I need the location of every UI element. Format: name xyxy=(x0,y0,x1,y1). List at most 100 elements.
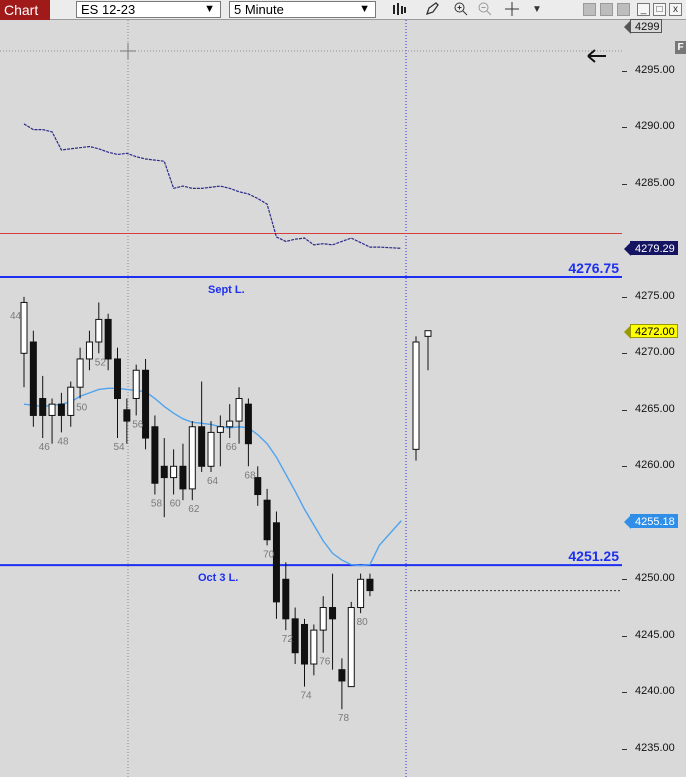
candle-body xyxy=(198,426,206,467)
zoom-in-icon[interactable] xyxy=(452,1,470,19)
chart-tab[interactable]: Chart xyxy=(0,0,50,20)
chevron-down-icon: ▼ xyxy=(204,3,215,15)
level-price-label: 4276.75 xyxy=(568,260,619,276)
level-name-label: Sept L. xyxy=(208,284,245,296)
candle-body xyxy=(282,578,290,620)
candle-body xyxy=(272,522,280,603)
candles xyxy=(20,296,432,710)
candle-body xyxy=(366,578,374,592)
price-axis-tick xyxy=(622,579,627,581)
f-button[interactable]: F xyxy=(675,41,686,54)
bar-number-label: 62 xyxy=(188,504,200,515)
price-axis-label: 4240.00 xyxy=(635,685,675,698)
candle-body xyxy=(151,426,159,484)
price-axis-tick xyxy=(622,466,627,468)
bar-number-label: 50 xyxy=(76,403,88,414)
candle-body xyxy=(114,358,121,400)
price-axis[interactable]: 4295.00 4290.00 4285.00 4275.00 4270.00 4265.… xyxy=(622,18,686,777)
dropdown-triangle-icon[interactable]: ▼ xyxy=(532,4,542,15)
price-tag-top: 4299 xyxy=(623,18,663,34)
price-axis-tick xyxy=(622,748,627,750)
chart-plot-area[interactable]: 4276.75 Sept L. 4251.25 Oct 3 L. 44 46 48 50 52… xyxy=(0,20,622,777)
candle-body xyxy=(29,341,37,416)
candle-body xyxy=(179,465,187,490)
candle-body xyxy=(412,341,420,450)
candle-body xyxy=(142,369,150,439)
bar-number-label: 58 xyxy=(151,499,163,510)
candle-body xyxy=(76,358,84,388)
bar-number-label: 66 xyxy=(226,442,238,453)
dashed-series-line xyxy=(23,123,402,249)
price-axis-label: 4285.00 xyxy=(635,176,675,189)
bar-number-label: 44 xyxy=(10,311,22,322)
bar-number-label: 74 xyxy=(301,691,313,702)
price-axis-tick xyxy=(622,409,627,411)
bar-number-label: 56 xyxy=(132,419,144,430)
candle-body xyxy=(235,398,243,422)
candle-body xyxy=(188,426,196,490)
chart-grid xyxy=(0,20,622,777)
price-axis-tick xyxy=(622,183,627,185)
bar-number-label: 72 xyxy=(282,634,294,645)
price-axis-tick xyxy=(622,70,627,72)
toolbar-square-button[interactable] xyxy=(617,3,630,16)
price-axis-label: 4265.00 xyxy=(635,402,675,415)
candle-body xyxy=(132,369,140,399)
bar-style-icon[interactable] xyxy=(390,1,408,19)
toolbar-square-button[interactable] xyxy=(600,3,613,16)
candle-body xyxy=(347,607,355,688)
interval-selector[interactable]: 5 Minute ▼ xyxy=(229,1,376,18)
bar-number-label: 60 xyxy=(170,499,182,510)
level-price-label: 4251.25 xyxy=(568,548,619,564)
price-axis-tick xyxy=(622,127,627,129)
candle-body xyxy=(310,629,318,665)
candle-body xyxy=(263,499,271,541)
instrument-selector[interactable]: ES 12-23 ▼ xyxy=(76,1,221,18)
restore-button[interactable]: □ xyxy=(653,3,666,16)
ema-series-line xyxy=(23,387,402,567)
pencil-icon[interactable] xyxy=(423,1,441,19)
candle-body xyxy=(95,318,103,343)
candle-body xyxy=(67,386,75,416)
candle-body xyxy=(226,420,234,428)
candle-body xyxy=(123,409,131,422)
price-axis-label: 4260.00 xyxy=(635,459,675,472)
price-axis-label: 4250.00 xyxy=(635,572,675,585)
close-button[interactable]: x xyxy=(669,3,682,16)
bar-number-label: 52 xyxy=(95,357,107,368)
bar-number-label: 64 xyxy=(207,476,219,487)
candle-body xyxy=(170,465,178,479)
bar-number-label: 46 xyxy=(39,442,51,453)
price-axis-tick xyxy=(622,353,627,355)
price-axis-label: 4295.00 xyxy=(635,63,675,76)
candle-body xyxy=(104,318,112,360)
price-axis-tick xyxy=(622,296,627,298)
crosshair-icon[interactable] xyxy=(502,1,522,19)
price-axis-label: 4270.00 xyxy=(635,346,675,359)
bar-number-label: 68 xyxy=(244,470,256,481)
candle-body xyxy=(319,607,327,631)
zoom-out-icon[interactable] xyxy=(476,1,494,19)
bar-number-label: 54 xyxy=(114,442,126,453)
bar-number-label: 70 xyxy=(263,549,275,560)
candle-body xyxy=(207,431,215,467)
level-lines: 4276.75 Sept L. 4251.25 Oct 3 L. xyxy=(0,233,622,592)
ema-line xyxy=(23,123,402,567)
candle-body xyxy=(216,426,224,433)
bar-number-labels: 44 46 48 50 52 54 56 58 60 62 64 66 68 70 72 74 76 78 80 xyxy=(10,311,368,724)
toolbar-square-button[interactable] xyxy=(583,3,596,16)
candle-body xyxy=(160,465,168,479)
candle-body xyxy=(329,607,337,620)
candle-body xyxy=(20,301,28,354)
instrument-value: ES 12-23 xyxy=(81,2,136,17)
candle-body xyxy=(357,578,365,609)
bar-number-label: 48 xyxy=(57,436,69,447)
candle-body xyxy=(39,398,47,416)
chevron-down-icon: ▼ xyxy=(359,3,370,15)
candle-body xyxy=(301,623,308,665)
candle-body xyxy=(338,669,346,682)
minimize-button[interactable]: _ xyxy=(637,3,650,16)
price-tag-ema: 4255.18 xyxy=(624,513,678,529)
level-name-label: Oct 3 L. xyxy=(198,572,238,584)
candle-body xyxy=(85,341,93,360)
